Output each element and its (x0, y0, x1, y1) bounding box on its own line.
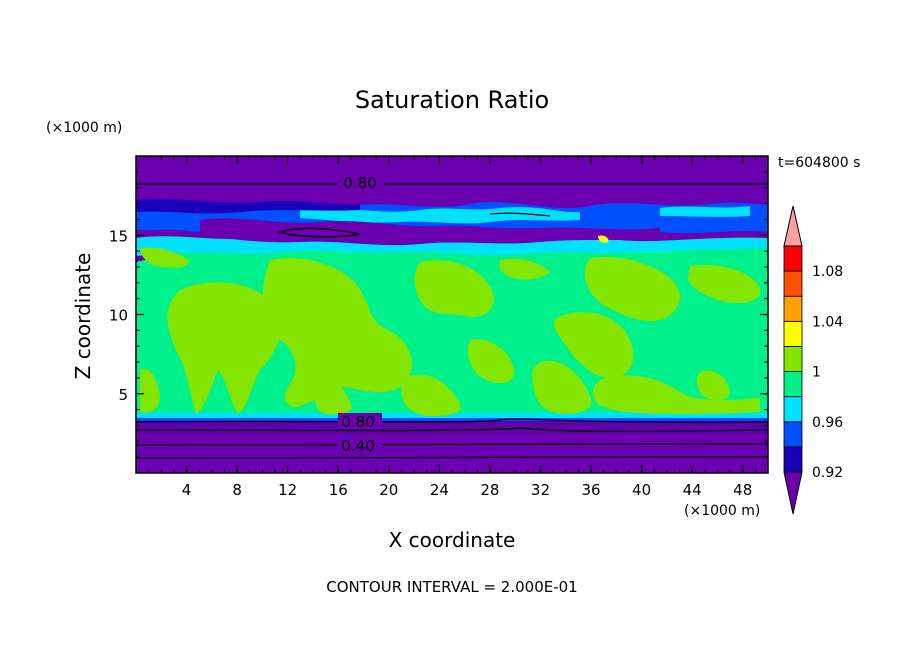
colorbar-label: 0.92 (812, 465, 843, 481)
x-tick-label: 40 (632, 481, 651, 499)
contour-label: 0.80 (343, 174, 376, 192)
x-tick-label: 28 (480, 481, 499, 499)
colorbar-segment (783, 320, 803, 347)
x-tick-label: 16 (329, 481, 348, 499)
x-tick-label: 36 (581, 481, 600, 499)
colorbar-segment (783, 270, 803, 297)
contour-line (136, 427, 768, 432)
patch-yellow (598, 235, 609, 243)
x-tick-label: 4 (182, 481, 192, 499)
colorbar-label: 1.04 (812, 314, 843, 330)
contour-label-bg (338, 174, 384, 192)
x-tick-label: 8 (232, 481, 242, 499)
band-cyan-right (660, 206, 750, 217)
patch (592, 375, 760, 414)
colorbar: 0.92 0.96 1 1.04 1.08 (783, 205, 843, 515)
patch (262, 258, 412, 407)
contour-label-bg (338, 436, 382, 454)
time-label: t=604800 s (778, 155, 861, 171)
patches-1.00-1.02 (140, 247, 761, 416)
contour-line (277, 227, 361, 238)
patch (401, 374, 461, 416)
chart-title: Saturation Ratio (354, 86, 550, 114)
contour-line (136, 443, 768, 446)
patch (585, 256, 680, 321)
band-cyan-bottom (136, 413, 768, 419)
patch (414, 260, 494, 317)
band-darkblue (136, 199, 360, 214)
patch (140, 368, 160, 413)
contour-line (489, 212, 551, 217)
colorbar-label: 0.96 (812, 415, 843, 431)
patch (532, 360, 592, 414)
colorbar-upper-extend (783, 205, 803, 247)
band-purple-inner (200, 218, 660, 246)
x-tick-label: 20 (379, 481, 398, 499)
x-ticks: 4 8 12 16 20 24 28 32 36 40 44 48 (148, 156, 756, 499)
colorbar-label: 1 (812, 365, 821, 381)
x-axis-unit: (×1000 m) (684, 503, 761, 519)
colorbar-label: 1.08 (812, 264, 843, 280)
patch (697, 370, 730, 400)
y-ticks: 5 10 15 (109, 171, 768, 458)
patch (314, 379, 352, 415)
colorbar-segment (783, 371, 803, 398)
y-tick-label: 10 (109, 307, 128, 325)
contour-line (136, 456, 768, 459)
patch (140, 247, 190, 268)
x-axis-label: X coordinate (0, 528, 904, 552)
patch (553, 312, 634, 379)
colorbar-segment (783, 446, 803, 473)
colorbar-segment (783, 295, 803, 322)
contour-interval-note: CONTOUR INTERVAL = 2.000E-01 (326, 578, 578, 596)
x-axis-label-text: X coordinate (388, 528, 516, 552)
contour-label: 0.80 (341, 413, 374, 431)
colorbar-segment (783, 245, 803, 272)
contour-label: 0.40 (341, 437, 374, 455)
patch (467, 339, 515, 384)
x-tick-label: 32 (531, 481, 550, 499)
y-tick-label: 15 (109, 227, 128, 245)
x-tick-label: 44 (683, 481, 702, 499)
colorbar-segment (783, 346, 803, 372)
band-cyan-upper (300, 207, 580, 224)
y-tick-label: 5 (118, 386, 128, 404)
y-axis-unit: (×1000 m) (46, 120, 123, 136)
patch (499, 258, 550, 280)
x-tick-label: 12 (278, 481, 297, 499)
colorbar-lower-extend (783, 471, 803, 515)
colorbar-segment (783, 421, 803, 448)
plot-area (136, 156, 768, 473)
x-tick-label: 48 (733, 481, 752, 499)
contour-line (136, 418, 768, 423)
contour-label-bg (338, 413, 382, 429)
band-blue-bottom (136, 418, 768, 421)
x-tick-label: 24 (430, 481, 449, 499)
patch (167, 282, 281, 414)
colorbar-segment (783, 396, 803, 423)
contour-lines (136, 183, 768, 459)
patch (688, 264, 761, 304)
